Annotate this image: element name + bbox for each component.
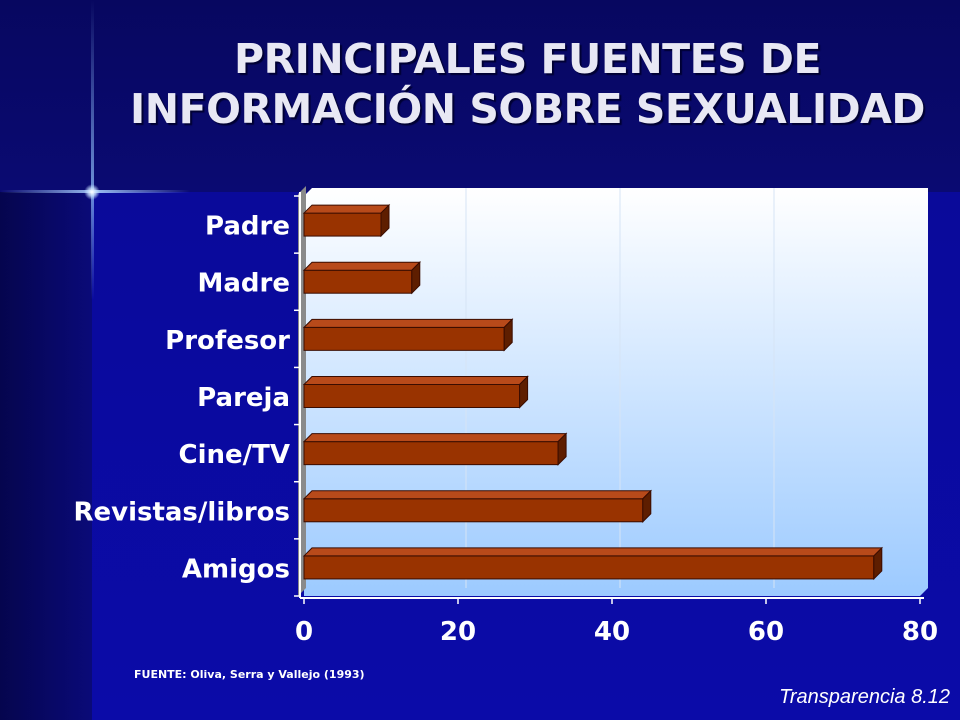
- bar-top: [302, 433, 568, 443]
- bar-top: [302, 376, 529, 385]
- bar-side: [411, 261, 421, 295]
- bar-profesor: [302, 318, 514, 352]
- category-label: Cine/TV: [179, 440, 291, 470]
- bar-side: [519, 375, 529, 409]
- bar-pareja: [302, 375, 529, 409]
- bar-top: [302, 547, 884, 557]
- category-label: Revistas/libros: [73, 497, 290, 527]
- bar-front: [303, 212, 382, 237]
- bar-front: [303, 441, 559, 466]
- bar-side: [873, 546, 883, 581]
- bar-front: [303, 326, 505, 351]
- x-tick-label: 60: [748, 617, 784, 647]
- bar-cine-tv: [302, 432, 568, 466]
- bar-top: [302, 204, 391, 214]
- bar-revistas-libros: [302, 489, 653, 523]
- light-flare-star: [84, 184, 100, 200]
- category-label: Madre: [198, 269, 291, 299]
- x-tick-label: 20: [440, 617, 476, 647]
- bar-top: [302, 318, 514, 328]
- category-label: Padre: [205, 212, 290, 242]
- x-tick-label: 0: [295, 617, 313, 647]
- bar-side: [503, 318, 513, 352]
- category-label: Amigos: [182, 554, 290, 584]
- category-label: Profesor: [165, 326, 290, 356]
- bar-side: [642, 489, 652, 523]
- light-flare-vertical: [91, 0, 94, 300]
- slide-number: Transparencia 8.12: [779, 686, 950, 708]
- bar-side: [557, 432, 567, 466]
- bar-front: [303, 555, 875, 580]
- x-tick-label: 40: [594, 617, 630, 647]
- bar-top: [302, 261, 422, 271]
- background-header-panel: [0, 0, 960, 192]
- bar-front: [303, 384, 521, 408]
- bar-front: [303, 498, 644, 523]
- bar-madre: [302, 261, 422, 295]
- slide-title: PRINCIPALES FUENTES DE INFORMACIÓN SOBRE…: [130, 35, 925, 133]
- bar-padre: [302, 203, 391, 238]
- source-note: FUENTE: Oliva, Serra y Vallejo (1993): [134, 668, 365, 681]
- category-label: Pareja: [197, 383, 290, 413]
- x-tick-label: 80: [902, 617, 938, 647]
- bar-side: [380, 203, 390, 238]
- bar-top: [302, 490, 653, 500]
- bar-amigos: [302, 546, 884, 581]
- bar-front: [303, 269, 413, 294]
